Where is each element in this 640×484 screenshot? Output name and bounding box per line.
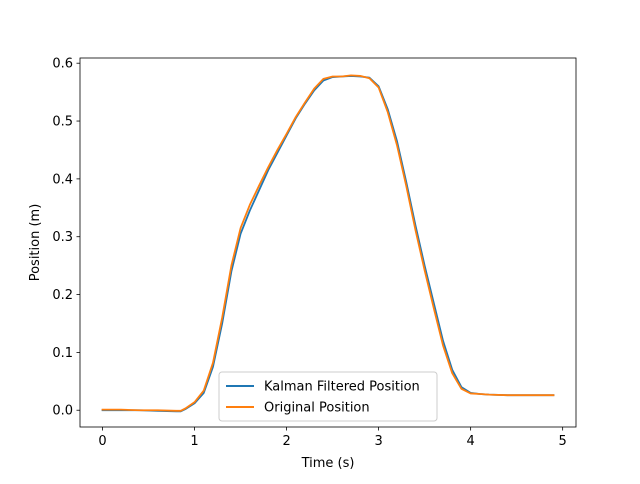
x-tick-label: 1: [190, 434, 198, 449]
legend-label-kalman-filtered: Kalman Filtered Position: [264, 380, 420, 395]
x-axis: 0 1 2 3 4 5: [98, 427, 567, 449]
y-axis: 0.0 0.1 0.2 0.3 0.4 0.5 0.6: [52, 57, 80, 419]
y-tick-label: 0.5: [52, 115, 73, 130]
legend-box: [218, 371, 438, 422]
x-tick-label: 2: [282, 434, 290, 449]
y-tick-label: 0.3: [52, 230, 73, 245]
x-tick-label: 0: [98, 434, 106, 449]
legend: Kalman Filtered Position Original Positi…: [218, 371, 438, 422]
y-tick-label: 0.6: [52, 57, 73, 72]
y-tick-label: 0.4: [52, 172, 73, 187]
plot-frame: [79, 57, 577, 428]
legend-label-original: Original Position: [264, 401, 370, 416]
x-tick-label: 4: [466, 434, 474, 449]
series-layer: [101, 74, 555, 413]
y-tick-label: 0.0: [52, 404, 73, 419]
y-axis-label: Position (m): [28, 204, 43, 282]
x-tick-label: 5: [559, 434, 567, 449]
series-line-original: [101, 74, 555, 412]
y-tick-label: 0.1: [52, 346, 73, 361]
plot-area: [80, 58, 576, 427]
x-tick-label: 3: [374, 434, 382, 449]
y-tick-label: 0.2: [52, 288, 73, 303]
x-axis-label: Time (s): [301, 456, 355, 471]
